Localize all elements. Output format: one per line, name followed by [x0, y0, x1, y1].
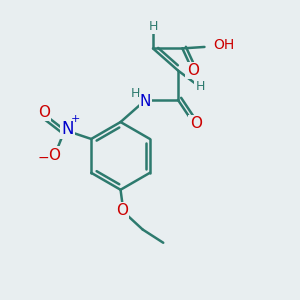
- Text: N: N: [61, 120, 74, 138]
- Text: OH: OH: [213, 38, 235, 52]
- Text: O: O: [190, 116, 202, 131]
- Text: O: O: [116, 203, 128, 218]
- Text: H: H: [130, 87, 140, 100]
- Text: N: N: [140, 94, 151, 109]
- Text: −: −: [38, 151, 49, 164]
- Text: H: H: [195, 80, 205, 93]
- Text: +: +: [71, 114, 81, 124]
- Text: H: H: [148, 20, 158, 33]
- Text: O: O: [38, 105, 50, 120]
- Text: O: O: [187, 63, 199, 78]
- Text: O: O: [48, 148, 60, 163]
